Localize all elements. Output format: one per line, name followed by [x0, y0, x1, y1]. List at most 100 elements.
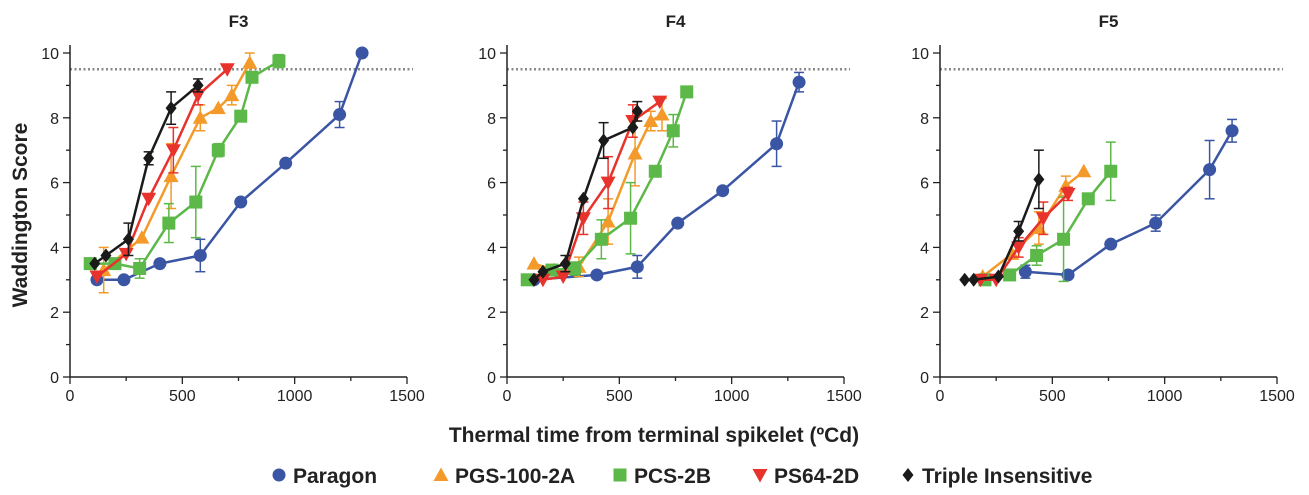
legend-item-paragon: Paragon: [272, 465, 377, 488]
data-point: [627, 145, 643, 160]
data-point: [89, 270, 105, 285]
y-tick-label: 10: [41, 46, 59, 63]
data-point: [535, 273, 551, 288]
y-tick-label: 2: [50, 305, 59, 322]
data-point: [666, 124, 680, 138]
data-point: [624, 211, 638, 225]
y-tick-label: 4: [920, 240, 929, 257]
x-tick-label: 1000: [1147, 388, 1183, 405]
data-point: [1076, 163, 1092, 178]
panel-title: F3: [229, 12, 249, 31]
data-point: [1035, 212, 1051, 226]
data-point: [631, 104, 643, 119]
series-line: [533, 81, 801, 282]
legend-item-ps64-2d: PS64-2D: [752, 465, 859, 488]
x-tick-label: 1000: [277, 388, 313, 405]
series-pcs-2b: [978, 141, 1118, 287]
legend-label: PGS-100-2A: [455, 465, 575, 488]
legend-item-triple-insensitive: Triple Insensitive: [902, 465, 1092, 488]
data-point: [594, 232, 608, 246]
legend-marker: [752, 469, 768, 483]
y-tick-label: 0: [920, 370, 929, 387]
y-tick-label: 6: [920, 176, 929, 193]
data-point: [210, 100, 226, 115]
data-point: [163, 168, 179, 183]
y-tick-label: 6: [487, 176, 496, 193]
data-point: [1011, 241, 1027, 255]
legend: Paragon PGS-100-2A PCS-2B PS64-2D Triple Ins…: [272, 465, 1092, 488]
data-point: [224, 87, 240, 102]
data-point: [117, 273, 131, 287]
data-point: [355, 46, 369, 60]
data-point: [133, 261, 147, 275]
data-point: [537, 264, 549, 279]
x-tick-label: 1500: [826, 388, 862, 405]
data-point: [333, 108, 347, 122]
y-tick-label: 4: [487, 240, 496, 257]
data-point: [1104, 164, 1118, 178]
data-point: [1003, 268, 1017, 282]
data-point: [652, 95, 668, 110]
data-point: [192, 110, 208, 124]
x-tick-label: 0: [503, 388, 512, 405]
data-point: [279, 156, 293, 170]
data-point: [671, 216, 685, 230]
panel-f4: F4 0 2 4 6 8 10 0 500 1000 1500: [478, 12, 862, 405]
data-point: [1104, 237, 1118, 251]
data-point: [1057, 232, 1071, 246]
data-point: [162, 216, 176, 230]
x-tick-label: 500: [169, 388, 196, 405]
series-line: [90, 60, 280, 270]
y-tick-label: 0: [487, 370, 496, 387]
y-tick-label: 8: [50, 111, 59, 128]
y-tick-label: 6: [50, 176, 59, 193]
data-point: [89, 256, 101, 271]
series-pcs-2b: [83, 53, 286, 279]
legend-marker: [613, 468, 627, 482]
data-point: [1030, 249, 1044, 262]
series-line: [93, 84, 199, 265]
series-paragon: [90, 46, 369, 287]
y-tick-label: 4: [50, 240, 59, 257]
series-triple-insensitive: [959, 149, 1045, 287]
data-point: [1225, 124, 1239, 138]
data-point: [567, 261, 581, 275]
data-point: [598, 133, 610, 148]
legend-marker: [902, 468, 914, 482]
legend-item-pcs-2b: PCS-2B: [613, 465, 711, 488]
data-point: [680, 85, 694, 99]
data-point: [559, 256, 571, 271]
data-point: [165, 144, 181, 158]
y-tick-label: 2: [487, 305, 496, 322]
data-point: [1061, 268, 1075, 282]
legend-label: Paragon: [293, 465, 377, 488]
data-point: [141, 192, 157, 207]
y-tick-label: 10: [478, 46, 496, 63]
series-line: [97, 52, 364, 282]
data-point: [600, 213, 616, 228]
data-point: [528, 272, 540, 287]
data-point: [234, 109, 248, 123]
legend-marker: [272, 468, 286, 482]
series-pcs-2b: [520, 85, 694, 287]
y-tick-label: 10: [911, 46, 929, 63]
data-point: [143, 151, 155, 166]
data-point: [1013, 224, 1025, 239]
y-axis-title: Waddington Score: [9, 123, 32, 308]
data-point: [134, 230, 150, 244]
x-tick-label: 1500: [1259, 388, 1295, 405]
data-point: [245, 70, 259, 84]
data-point: [992, 269, 1004, 284]
data-point: [968, 272, 980, 287]
data-point: [716, 184, 730, 198]
series-triple-insensitive: [89, 78, 204, 271]
data-point: [600, 176, 616, 191]
x-tick-label: 1000: [714, 388, 750, 405]
x-axis-title: Thermal time from terminal spikelet (ºCd…: [449, 424, 859, 447]
panel-f5: F5 0 2 4 6 8 10 0 500 1000 1500: [911, 12, 1295, 405]
panel-f3: F3 0 2 4 6 8 10 0 500 1000 1500: [41, 12, 425, 405]
y-tick-label: 8: [487, 111, 496, 128]
series-line: [1025, 130, 1234, 277]
